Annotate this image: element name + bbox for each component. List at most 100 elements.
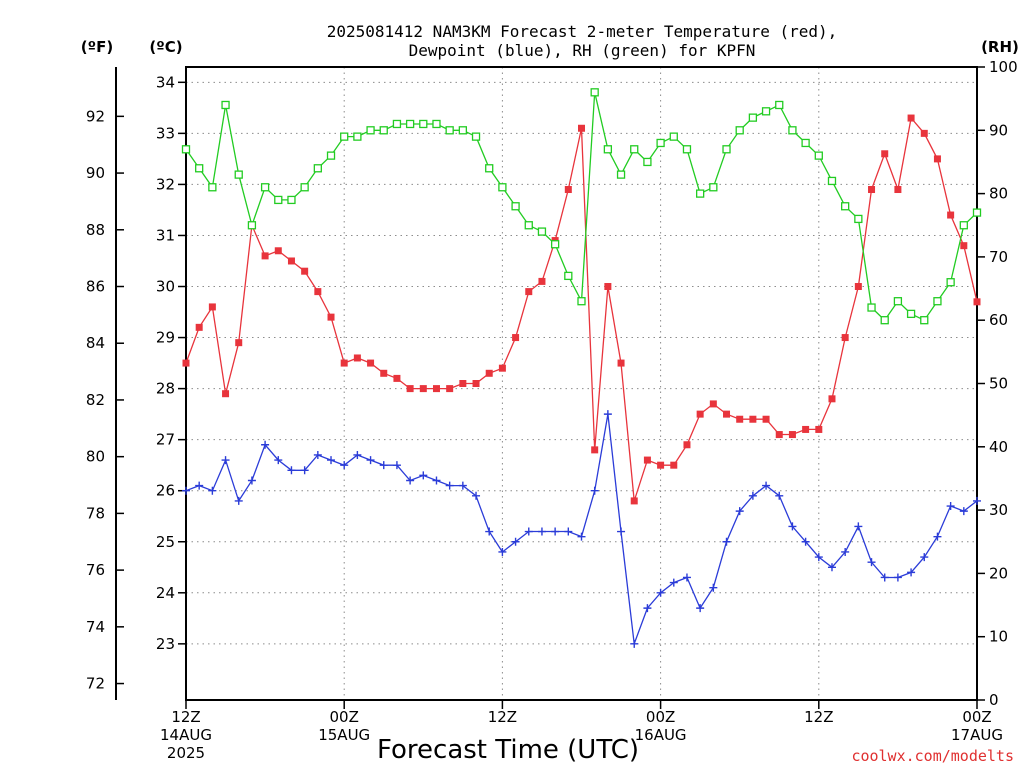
time-tick-label: 00Z	[330, 708, 359, 726]
rh-point	[603, 145, 613, 154]
2-meter-temperature-point	[894, 186, 902, 194]
rh-point	[656, 138, 665, 148]
time-tick-label: 15AUG	[318, 726, 370, 744]
2-meter-temperature-point	[472, 380, 480, 387]
dewpoint-point	[841, 547, 850, 556]
time-tick-label: 00Z	[646, 708, 675, 726]
rh-point	[419, 119, 428, 129]
dewpoint-point	[551, 527, 560, 536]
2-meter-temperature-point	[314, 288, 322, 296]
dewpoint-point	[366, 456, 375, 465]
celsius-tick-label: 30	[156, 278, 175, 296]
rh-point	[867, 303, 876, 312]
dewpoint-point	[946, 502, 955, 511]
rh-tick-label: 50	[989, 375, 1008, 393]
rh-point	[379, 126, 388, 135]
rh-point	[972, 208, 982, 217]
2-meter-temperature-point	[604, 283, 612, 291]
rh-tick-label: 100	[989, 58, 1018, 76]
2-meter-temperature-point	[788, 431, 796, 439]
rh-tick-label: 30	[989, 501, 1008, 519]
rh-point	[287, 195, 296, 205]
2-meter-temperature-point	[723, 410, 731, 418]
dewpoint-point	[261, 440, 270, 449]
dewpoint-point	[867, 558, 876, 567]
dewpoint-point	[814, 553, 823, 562]
rh-tick-label: 20	[989, 564, 1008, 582]
2-meter-temperature-point	[947, 211, 955, 219]
rh-point	[946, 278, 955, 287]
rh-point	[564, 271, 573, 281]
dewpoint-point	[801, 537, 810, 546]
dewpoint-point	[300, 466, 309, 475]
rh-point	[933, 297, 942, 306]
rh-point	[405, 119, 415, 129]
dewpoint-point	[287, 466, 296, 475]
2-meter-temperature-point	[195, 323, 203, 331]
dewpoint-point	[379, 461, 388, 470]
celsius-tick-label: 28	[156, 380, 175, 398]
celsius-tick-label: 26	[156, 482, 175, 500]
chart-grid	[186, 67, 977, 700]
time-tick-label: 12Z	[488, 708, 517, 726]
fahrenheit-tick-label: 88	[86, 221, 105, 239]
rh-point	[577, 297, 586, 306]
dewpoint-point	[643, 604, 652, 613]
2-meter-temperature-point	[287, 257, 295, 265]
dewpoint-point	[735, 507, 744, 516]
fahrenheit-tick-label: 82	[86, 391, 105, 409]
dewpoint-point	[827, 563, 836, 572]
dewpoint-point	[537, 527, 546, 536]
rh-tick-label: 10	[989, 628, 1008, 646]
fahrenheit-tick-label: 90	[86, 164, 105, 182]
fahrenheit-tick-label: 92	[86, 107, 105, 125]
rh-point	[906, 309, 916, 319]
2-meter-temperature-point	[933, 155, 941, 163]
2-meter-temperature-point	[907, 114, 915, 122]
2-meter-temperature-point	[657, 461, 665, 469]
2-meter-temperature-point	[815, 425, 823, 433]
2-meter-temperature-point	[485, 369, 493, 377]
2-meter-temperature-point	[868, 186, 876, 194]
dewpoint-point	[630, 639, 639, 648]
2-meter-temperature-point	[683, 441, 691, 449]
chart-title-line-2: Dewpoint (blue), RH (green) for KPFN	[409, 41, 756, 60]
dewpoint-point	[748, 491, 757, 500]
rh-point	[471, 132, 481, 141]
celsius-axis: 23 24 25 26 27 28 29 30 31 32 33 34	[156, 73, 186, 653]
dewpoint-point	[617, 527, 626, 536]
rh-point	[458, 126, 468, 135]
chart-title: 2025081412 NAM3KM Forecast 2-meter Tempe…	[327, 22, 838, 60]
celsius-tick-label: 24	[156, 584, 175, 602]
rh-point	[616, 170, 626, 179]
dewpoint-point	[893, 573, 902, 582]
celsius-unit-label: (ºC)	[149, 38, 182, 56]
dewpoint-point	[603, 410, 612, 419]
2-meter-temperature-point	[498, 364, 506, 372]
celsius-tick-label: 29	[156, 329, 175, 347]
dewpoint-point	[682, 573, 691, 582]
time-tick-label: 17AUG	[951, 726, 1003, 744]
rh-point	[260, 183, 270, 192]
dewpoint-point	[854, 522, 863, 531]
dewpoint-point	[353, 450, 362, 459]
dewpoint-point	[498, 547, 507, 556]
dewpoint-point	[340, 461, 349, 470]
rh-point	[445, 126, 454, 135]
fahrenheit-tick-label: 74	[86, 618, 105, 636]
fahrenheit-tick-label: 80	[86, 448, 105, 466]
celsius-tick-label: 31	[156, 226, 175, 244]
rh-point	[775, 100, 784, 110]
dewpoint-point	[722, 537, 731, 546]
fahrenheit-tick-label: 76	[86, 561, 105, 579]
rh-point	[274, 195, 283, 205]
dewpoint-point	[762, 481, 771, 490]
rh-point	[827, 176, 837, 186]
rh-point	[735, 126, 744, 135]
dewpoint-point	[419, 471, 428, 480]
time-tick-label: 00Z	[962, 708, 991, 726]
2-meter-temperature-point	[578, 124, 585, 132]
2-meter-temperature-point	[538, 277, 546, 285]
dewpoint-point	[511, 537, 520, 546]
